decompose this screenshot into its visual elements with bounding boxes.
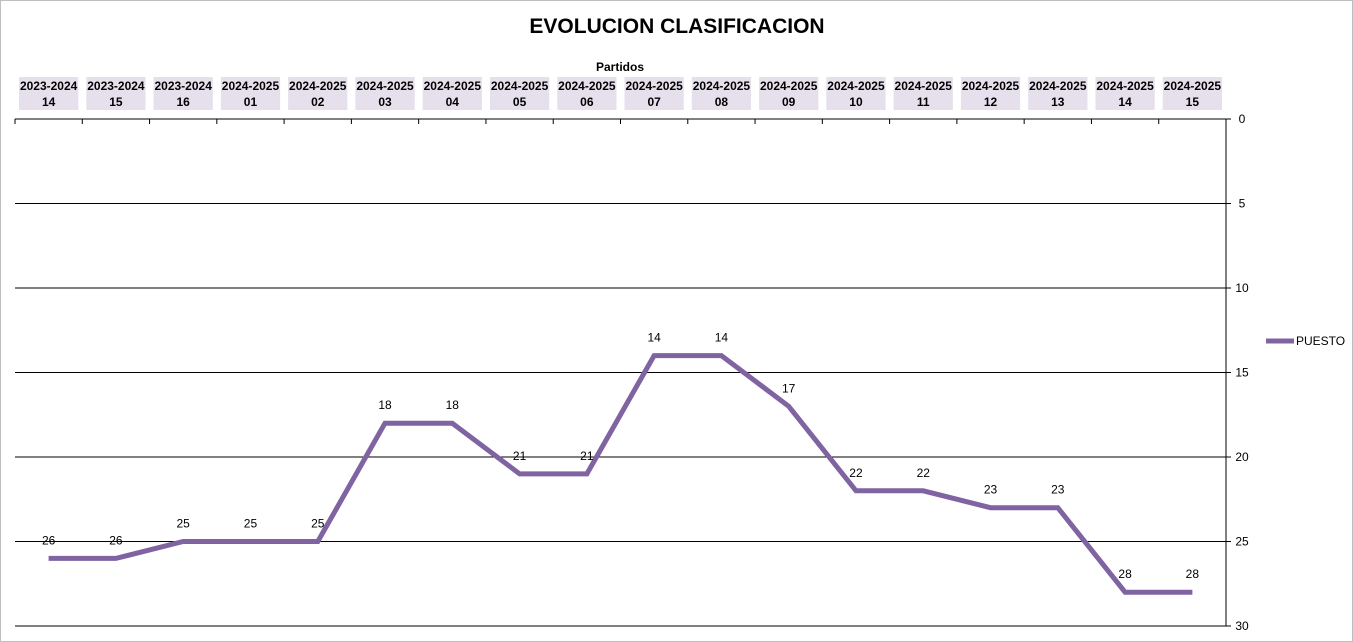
category-season-label: 2024-2025 (289, 79, 347, 93)
category-label-box (86, 77, 146, 110)
data-label: 18 (378, 398, 392, 412)
chart-title: EVOLUCION CLASIFICACION (529, 15, 824, 38)
data-label: 14 (647, 331, 661, 345)
category-label-box (288, 77, 348, 110)
data-label: 21 (580, 449, 594, 463)
category-match-label: 16 (177, 95, 191, 109)
category-label-box (557, 77, 617, 110)
data-label: 28 (1186, 567, 1200, 581)
category-season-label: 2023-2024 (20, 79, 78, 93)
legend: PUESTO (1266, 334, 1345, 348)
category-label-box (1028, 77, 1088, 110)
data-label: 25 (311, 517, 325, 531)
data-label: 21 (513, 449, 527, 463)
category-season-label: 2024-2025 (895, 79, 953, 93)
y-tick-label: 20 (1235, 450, 1249, 464)
category-label-box (624, 77, 684, 110)
category-season-label: 2024-2025 (1096, 79, 1154, 93)
category-label-box (355, 77, 415, 110)
y-tick-label: 25 (1235, 535, 1249, 549)
category-season-label: 2024-2025 (1029, 79, 1087, 93)
data-label: 22 (849, 466, 863, 480)
legend-label: PUESTO (1296, 334, 1345, 348)
category-match-label: 09 (782, 95, 796, 109)
category-season-label: 2024-2025 (222, 79, 280, 93)
category-label-box (759, 77, 819, 110)
y-tick-label: 30 (1235, 619, 1249, 633)
category-label-box (1162, 77, 1222, 110)
category-match-label: 06 (580, 95, 594, 109)
data-label: 14 (715, 331, 729, 345)
series-line (48, 353, 1193, 595)
category-season-label: 2023-2024 (154, 79, 212, 93)
plot-area: 0510152025302023-2024142023-2024152023-2… (14, 77, 1249, 633)
category-match-label: 11 (917, 95, 930, 109)
data-label: 23 (984, 483, 998, 497)
category-match-label: 01 (244, 95, 258, 109)
category-match-label: 07 (647, 95, 661, 109)
category-label-box (826, 77, 886, 110)
category-label-box (1095, 77, 1155, 110)
category-match-label: 14 (1118, 95, 1132, 109)
data-label: 25 (177, 517, 191, 531)
category-match-label: 14 (42, 95, 56, 109)
category-match-label: 10 (849, 95, 863, 109)
data-label: 28 (1118, 567, 1132, 581)
category-match-label: 08 (715, 95, 729, 109)
y-tick-label: 10 (1235, 281, 1249, 295)
category-season-label: 2024-2025 (962, 79, 1020, 93)
category-label-box (422, 77, 482, 110)
category-match-label: 04 (446, 95, 460, 109)
data-label: 26 (42, 533, 56, 547)
data-label: 22 (917, 466, 931, 480)
category-match-label: 05 (513, 95, 527, 109)
data-label: 17 (782, 381, 796, 395)
category-match-label: 12 (984, 95, 998, 109)
category-match-label: 03 (378, 95, 392, 109)
category-season-label: 2024-2025 (827, 79, 885, 93)
category-label-box (19, 77, 79, 110)
category-match-label: 13 (1051, 95, 1065, 109)
category-season-label: 2024-2025 (356, 79, 414, 93)
data-label: 25 (244, 517, 258, 531)
x-axis-title: Partidos (596, 60, 644, 74)
data-label: 18 (446, 398, 460, 412)
data-label: 23 (1051, 483, 1065, 497)
category-label-box (960, 77, 1021, 110)
category-season-label: 2024-2025 (1164, 79, 1222, 93)
y-tick-label: 15 (1235, 366, 1249, 380)
category-season-label: 2024-2025 (625, 79, 683, 93)
category-match-label: 02 (311, 95, 325, 109)
category-label-box (220, 77, 281, 110)
category-match-label: 15 (1186, 95, 1200, 109)
category-season-label: 2024-2025 (760, 79, 818, 93)
data-label: 26 (109, 533, 123, 547)
category-label-box (691, 77, 752, 110)
category-season-label: 2024-2025 (424, 79, 482, 93)
category-label-box (153, 77, 213, 110)
category-season-label: 2024-2025 (693, 79, 751, 93)
category-label-box (489, 77, 550, 110)
category-season-label: 2024-2025 (491, 79, 549, 93)
y-tick-label: 0 (1239, 112, 1246, 126)
category-label-box (893, 77, 953, 110)
category-season-label: 2024-2025 (558, 79, 616, 93)
y-tick-label: 5 (1239, 197, 1246, 211)
category-match-label: 15 (109, 95, 123, 109)
category-season-label: 2023-2024 (87, 79, 145, 93)
